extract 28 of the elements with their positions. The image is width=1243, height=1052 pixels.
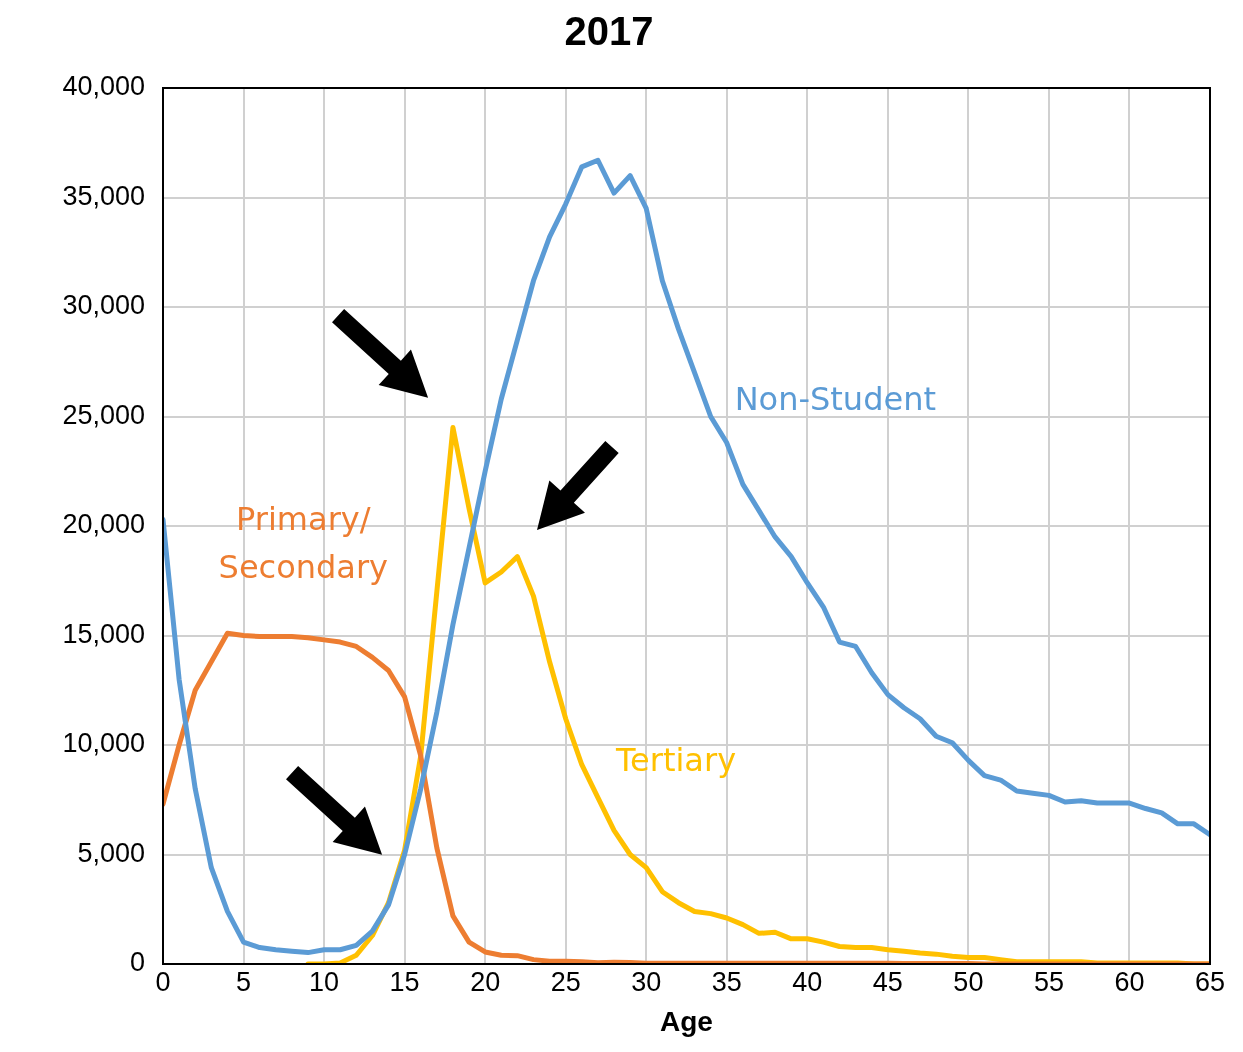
y-tick-label: 25,000 <box>62 399 145 430</box>
x-tick-label: 25 <box>550 966 581 997</box>
series-label: Primary/Secondary <box>218 500 389 587</box>
x-axis-title: Age <box>660 1005 713 1037</box>
x-tick-label: 10 <box>309 966 340 997</box>
series-label: Non-Student <box>734 379 936 418</box>
series-label: Tertiary <box>614 740 737 779</box>
y-tick-label: 15,000 <box>62 618 145 649</box>
chart-title: 2017 <box>564 9 654 54</box>
x-tick-label: 30 <box>631 966 662 997</box>
y-tick-label: 20,000 <box>62 509 145 540</box>
x-tick-label: 20 <box>470 966 501 997</box>
x-tick-label: 60 <box>1114 966 1145 997</box>
x-tick-label: 65 <box>1194 966 1226 997</box>
y-tick-label: 40,000 <box>62 71 145 102</box>
y-tick-label: 0 <box>129 947 145 978</box>
x-tick-label: 55 <box>1033 966 1064 997</box>
y-tick-label: 35,000 <box>62 180 145 211</box>
x-tick-label: 5 <box>236 966 252 997</box>
x-tick-label: 40 <box>792 966 823 997</box>
x-tick-label: 0 <box>155 966 171 997</box>
x-tick-label: 45 <box>872 966 903 997</box>
y-tick-label: 30,000 <box>62 290 145 321</box>
y-tick-label: 10,000 <box>62 728 145 759</box>
x-tick-label: 15 <box>389 966 420 997</box>
y-tick-label: 5,000 <box>77 837 145 868</box>
x-tick-label: 35 <box>711 966 742 997</box>
x-tick-label: 50 <box>953 966 984 997</box>
